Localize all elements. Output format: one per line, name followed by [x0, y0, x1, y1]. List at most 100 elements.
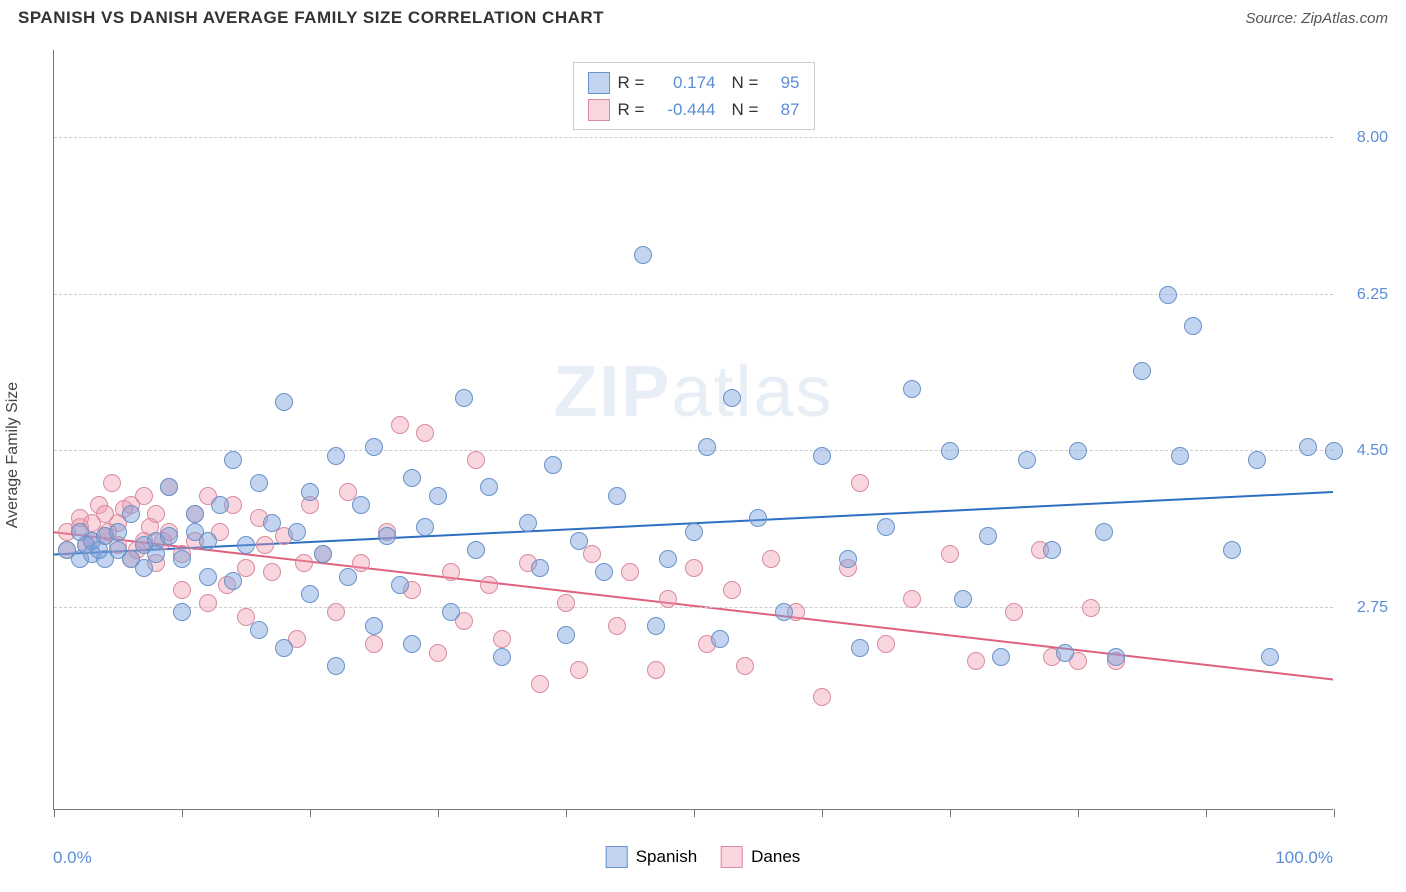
data-point — [685, 559, 703, 577]
data-point — [903, 380, 921, 398]
data-point — [493, 648, 511, 666]
watermark: ZIPatlas — [553, 351, 833, 433]
trend-lines — [54, 50, 1333, 809]
y-axis-label: Average Family Size — [4, 382, 22, 528]
data-point — [685, 523, 703, 541]
x-tick — [182, 809, 183, 817]
data-point — [1056, 644, 1074, 662]
data-point — [1043, 541, 1061, 559]
data-point — [186, 505, 204, 523]
data-point — [877, 635, 895, 653]
data-point — [173, 581, 191, 599]
data-point — [339, 568, 357, 586]
data-point — [531, 559, 549, 577]
data-point — [295, 554, 313, 572]
legend-label: Spanish — [636, 847, 697, 867]
data-point — [634, 246, 652, 264]
n-value: 87 — [770, 96, 800, 123]
gridline — [54, 294, 1333, 295]
data-point — [442, 563, 460, 581]
data-point — [1248, 451, 1266, 469]
data-point — [429, 487, 447, 505]
data-point — [544, 456, 562, 474]
data-point — [1095, 523, 1113, 541]
legend-row: R = 0.174 N = 95 — [588, 69, 800, 96]
data-point — [1299, 438, 1317, 456]
data-point — [967, 652, 985, 670]
r-label: R = — [618, 69, 648, 96]
data-point — [237, 536, 255, 554]
r-label: R = — [618, 96, 648, 123]
data-point — [1184, 317, 1202, 335]
data-point — [1018, 451, 1036, 469]
data-point — [711, 630, 729, 648]
y-tick-label: 4.50 — [1357, 442, 1388, 460]
x-tick — [694, 809, 695, 817]
x-tick — [438, 809, 439, 817]
data-point — [256, 536, 274, 554]
chart-title: SPANISH VS DANISH AVERAGE FAMILY SIZE CO… — [18, 8, 604, 28]
data-point — [352, 496, 370, 514]
data-point — [173, 603, 191, 621]
data-point — [263, 563, 281, 581]
data-point — [659, 590, 677, 608]
plot-area: ZIPatlas R = 0.174 N = 95 R = -0.444 N =… — [53, 50, 1333, 810]
data-point — [621, 563, 639, 581]
data-point — [327, 603, 345, 621]
data-point — [429, 644, 447, 662]
data-point — [365, 617, 383, 635]
gridline — [54, 137, 1333, 138]
data-point — [570, 661, 588, 679]
data-point — [275, 639, 293, 657]
data-point — [135, 487, 153, 505]
legend-correlation: R = 0.174 N = 95 R = -0.444 N = 87 — [573, 62, 815, 130]
data-point — [877, 518, 895, 536]
data-point — [224, 572, 242, 590]
data-point — [275, 393, 293, 411]
x-tick — [1078, 809, 1079, 817]
data-point — [365, 635, 383, 653]
data-point — [1159, 286, 1177, 304]
data-point — [391, 576, 409, 594]
data-point — [647, 617, 665, 635]
data-point — [1133, 362, 1151, 380]
data-point — [531, 675, 549, 693]
data-point — [109, 523, 127, 541]
data-point — [455, 389, 473, 407]
data-point — [224, 451, 242, 469]
legend-item-spanish: Spanish — [606, 846, 697, 868]
data-point — [762, 550, 780, 568]
swatch-spanish — [606, 846, 628, 868]
legend-series: Spanish Danes — [606, 846, 801, 868]
data-point — [327, 657, 345, 675]
data-point — [199, 568, 217, 586]
data-point — [301, 585, 319, 603]
n-value: 95 — [770, 69, 800, 96]
data-point — [391, 416, 409, 434]
data-point — [659, 550, 677, 568]
x-tick — [566, 809, 567, 817]
data-point — [493, 630, 511, 648]
x-tick — [54, 809, 55, 817]
data-point — [851, 639, 869, 657]
data-point — [250, 621, 268, 639]
x-axis-min: 0.0% — [53, 848, 92, 868]
data-point — [698, 438, 716, 456]
data-point — [941, 442, 959, 460]
gridline — [54, 450, 1333, 451]
y-tick-label: 6.25 — [1357, 286, 1388, 304]
data-point — [288, 523, 306, 541]
data-point — [608, 487, 626, 505]
x-tick — [1334, 809, 1335, 817]
data-point — [954, 590, 972, 608]
data-point — [122, 505, 140, 523]
data-point — [480, 478, 498, 496]
data-point — [595, 563, 613, 581]
data-point — [775, 603, 793, 621]
legend-label: Danes — [751, 847, 800, 867]
x-tick — [1206, 809, 1207, 817]
data-point — [557, 594, 575, 612]
x-axis-max: 100.0% — [1275, 848, 1333, 868]
chart-container: Average Family Size ZIPatlas R = 0.174 N… — [18, 40, 1388, 870]
data-point — [749, 509, 767, 527]
